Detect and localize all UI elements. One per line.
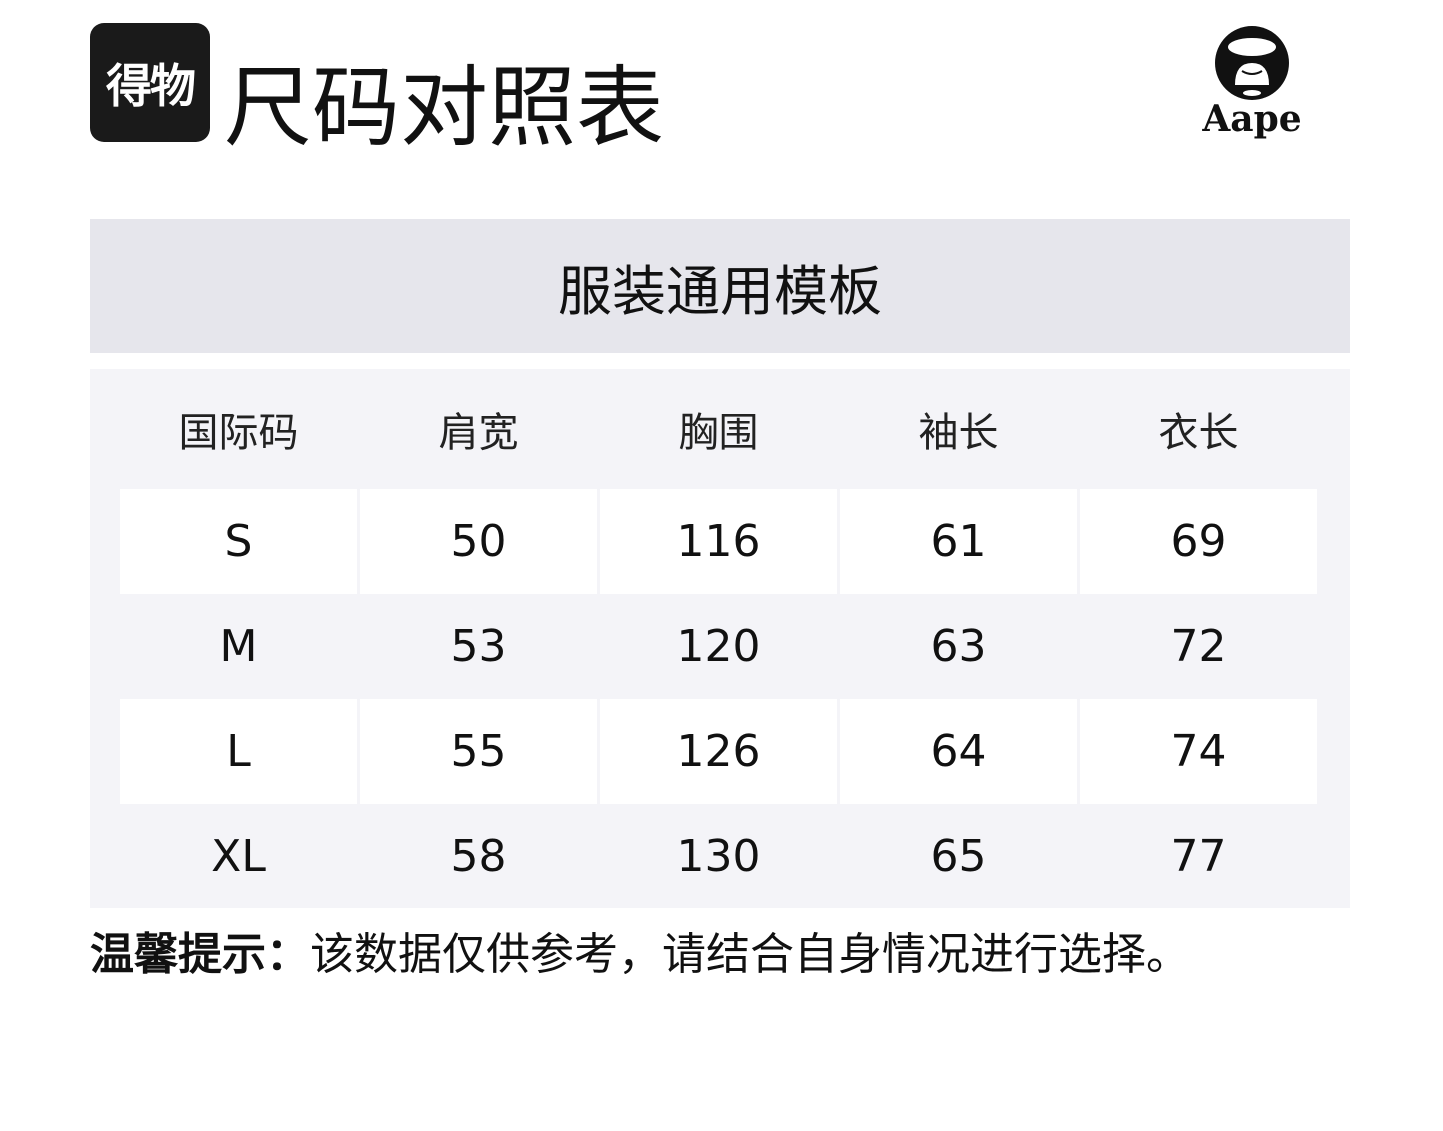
table-cell: 53 [450, 621, 507, 672]
column-header: 肩宽 [438, 410, 519, 456]
table-cell: L [120, 699, 357, 804]
table-cell: 74 [1080, 699, 1317, 804]
table-cell: 65 [930, 831, 987, 882]
table-cell: M [219, 621, 258, 672]
table-cell: 58 [450, 831, 507, 882]
table-cell: 55 [360, 699, 597, 804]
table-cell: 77 [1170, 831, 1227, 882]
page-title: 尺码对照表 [224, 56, 665, 159]
column-header: 国际码 [178, 410, 299, 456]
table-cell: S [120, 489, 357, 594]
svg-text:Aape: Aape [1201, 98, 1301, 140]
aape-logo: Aape [1201, 26, 1302, 140]
logo-text: 得物 [106, 58, 196, 113]
tip-text: 该数据仅供参考，请结合自身情况进行选择。 [310, 929, 1190, 980]
table-cell: XL [211, 831, 266, 882]
table-cell: 116 [600, 489, 837, 594]
dewu-logo: 得物 [90, 23, 210, 142]
table-cell: 126 [600, 699, 837, 804]
table-cell: 64 [840, 699, 1077, 804]
table-cell: 69 [1080, 489, 1317, 594]
table-cell: 61 [840, 489, 1077, 594]
size-table: 国际码 肩宽 胸围 袖长 衣长 S 50 116 61 69 M 53 120 63 72 L 55 1… [90, 369, 1350, 908]
column-header: 胸围 [678, 410, 759, 456]
column-header: 衣长 [1158, 410, 1239, 456]
tip-label: 温馨提示： [90, 929, 310, 980]
table-cell: 50 [360, 489, 597, 594]
table-header-row: 国际码 肩宽 胸围 袖长 衣长 [90, 369, 1350, 489]
template-title: 服装通用模板 [558, 259, 882, 323]
table-cell: 120 [676, 621, 761, 672]
table-cell: 63 [930, 621, 987, 672]
table-cell: 72 [1170, 621, 1227, 672]
column-header: 袖长 [918, 410, 999, 456]
tip-note: 温馨提示：该数据仅供参考，请结合自身情况进行选择。 [90, 925, 1190, 985]
table-cell: 130 [676, 831, 761, 882]
template-title-band: 服装通用模板 [90, 219, 1350, 353]
